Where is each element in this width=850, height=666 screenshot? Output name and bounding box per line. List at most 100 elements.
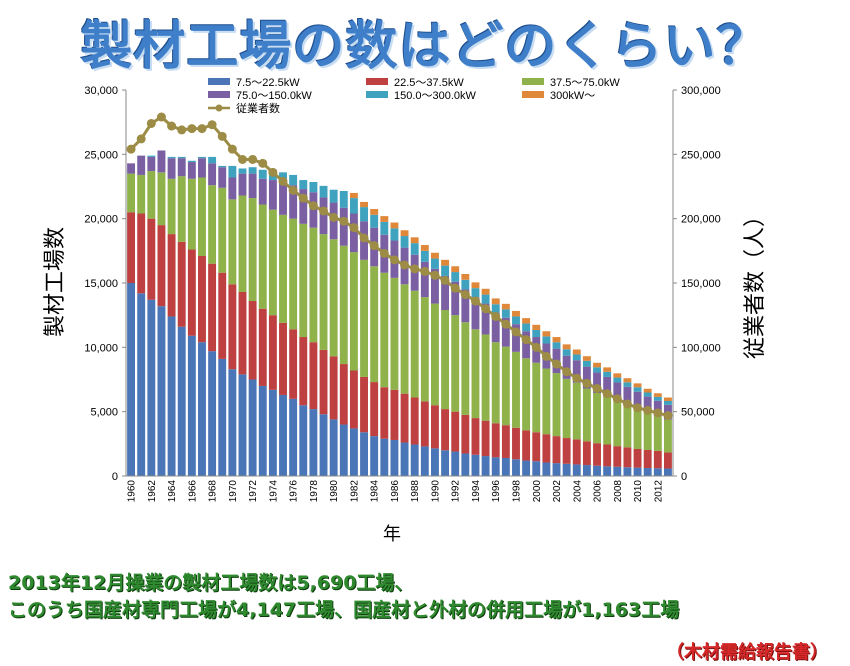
bar-segment xyxy=(441,259,450,266)
bar-segment xyxy=(572,464,581,476)
bar-segment xyxy=(177,156,186,159)
bar-segment xyxy=(653,396,662,401)
bar-segment xyxy=(471,329,480,419)
bar-segment xyxy=(360,432,368,476)
bar-segment xyxy=(157,172,166,226)
bar-segment xyxy=(420,401,429,447)
bar-segment xyxy=(501,317,510,347)
bar-segment xyxy=(248,379,257,476)
bar-segment xyxy=(441,409,450,451)
bar-segment xyxy=(441,275,450,311)
bar-segment xyxy=(137,293,146,476)
bar-segment xyxy=(339,364,348,425)
bar-segment xyxy=(491,298,500,305)
bar-segment xyxy=(491,312,500,343)
y2-axis-ticks: 0 50,000 100,000 150,000 200,000 250,000 300,0… xyxy=(673,85,721,483)
bar-segment xyxy=(522,358,531,431)
bar-segment xyxy=(208,185,217,264)
bar-segment xyxy=(218,187,227,273)
bar-segment xyxy=(309,409,318,476)
employees-point xyxy=(167,121,177,131)
bar-segment xyxy=(309,227,318,343)
employees-point xyxy=(582,378,592,388)
bar-segment xyxy=(228,177,237,200)
bar-segment xyxy=(380,438,389,476)
bar-segment xyxy=(643,450,652,469)
bar-segment xyxy=(542,434,551,463)
employees-point xyxy=(420,266,430,276)
bar-segment xyxy=(380,272,389,388)
bar-segment xyxy=(512,310,520,317)
bar-segment xyxy=(147,156,156,172)
employees-point xyxy=(460,290,470,300)
x-tick-label: 2000 xyxy=(532,480,543,503)
x-tick-label: 1974 xyxy=(268,480,279,503)
legend-label: 75.0～150.0kW xyxy=(236,90,312,102)
bar-segment xyxy=(268,389,277,476)
bar-segment xyxy=(562,463,571,476)
bar-segment xyxy=(623,386,632,405)
bar-segment xyxy=(268,209,277,316)
employees-point xyxy=(400,260,410,270)
bar-segment xyxy=(491,457,500,476)
employees-point xyxy=(187,124,197,134)
x-tick-label: 1982 xyxy=(349,480,360,503)
bar-segment xyxy=(390,228,399,241)
x-tick-label: 1996 xyxy=(491,480,502,503)
bar-segment xyxy=(248,301,257,380)
y-axis-title: 製材工場数 xyxy=(42,227,67,337)
x-tick-label: 1966 xyxy=(187,480,198,503)
legend-swatch xyxy=(522,91,544,98)
bar-segment xyxy=(582,465,591,476)
bar-segment xyxy=(177,241,186,327)
bar-segment xyxy=(593,362,601,368)
bar-segment xyxy=(299,189,308,224)
employees-point xyxy=(410,264,420,274)
bar-segment xyxy=(491,423,500,458)
bar-segment xyxy=(461,279,470,290)
bar-segment xyxy=(198,156,206,159)
bar-segment xyxy=(562,438,571,464)
bar-segment xyxy=(522,460,531,476)
legend-label: 22.5～37.5kW xyxy=(394,77,464,89)
employees-point xyxy=(633,403,643,413)
bar-segment xyxy=(451,281,460,316)
bar-segment xyxy=(633,387,642,392)
legend-label: 7.5～22.5kW xyxy=(236,77,300,89)
legend-label: 従業者数 xyxy=(236,102,280,115)
bar-segment xyxy=(339,207,348,246)
legend: 7.5～22.5kW 22.5～37.5kW 37.5～75.0kW 75.0～150… xyxy=(208,77,620,115)
legend-swatch xyxy=(366,78,388,85)
source-label: （木材需給報告書） xyxy=(666,642,828,663)
bar-segment xyxy=(167,158,176,179)
bar-segment xyxy=(653,468,662,476)
bar-segment xyxy=(481,334,490,421)
bar-segment xyxy=(481,420,490,457)
bar-segment xyxy=(572,360,581,383)
bar-segment xyxy=(582,388,591,442)
x-tick-label: 1972 xyxy=(248,480,259,503)
bar-segment xyxy=(410,290,419,398)
bar-segment xyxy=(643,468,652,476)
bar-segment xyxy=(441,265,450,276)
bar-segment xyxy=(542,462,551,476)
bar-segment xyxy=(238,292,247,375)
employees-point xyxy=(491,311,501,321)
y2-tick-label: 150,000 xyxy=(681,278,721,290)
bar-segment xyxy=(431,448,439,476)
bar-segment xyxy=(208,156,217,164)
bar-segment xyxy=(187,335,196,476)
bar-segment xyxy=(258,178,267,205)
bar-segment xyxy=(461,273,470,280)
legend-swatch xyxy=(208,78,230,85)
bar-segment xyxy=(420,250,429,262)
employees-point xyxy=(359,233,369,243)
x-tick-label: 1970 xyxy=(228,480,239,503)
x-tick-label: 2002 xyxy=(552,480,563,503)
bar-segment xyxy=(501,309,510,318)
employees-point xyxy=(511,327,521,337)
bar-segment xyxy=(653,400,662,417)
employees-point xyxy=(369,241,379,251)
summary-line-1: 2013年12月操業の製材工場数は5,690工場、 xyxy=(8,572,414,594)
bar-segment xyxy=(177,326,186,476)
